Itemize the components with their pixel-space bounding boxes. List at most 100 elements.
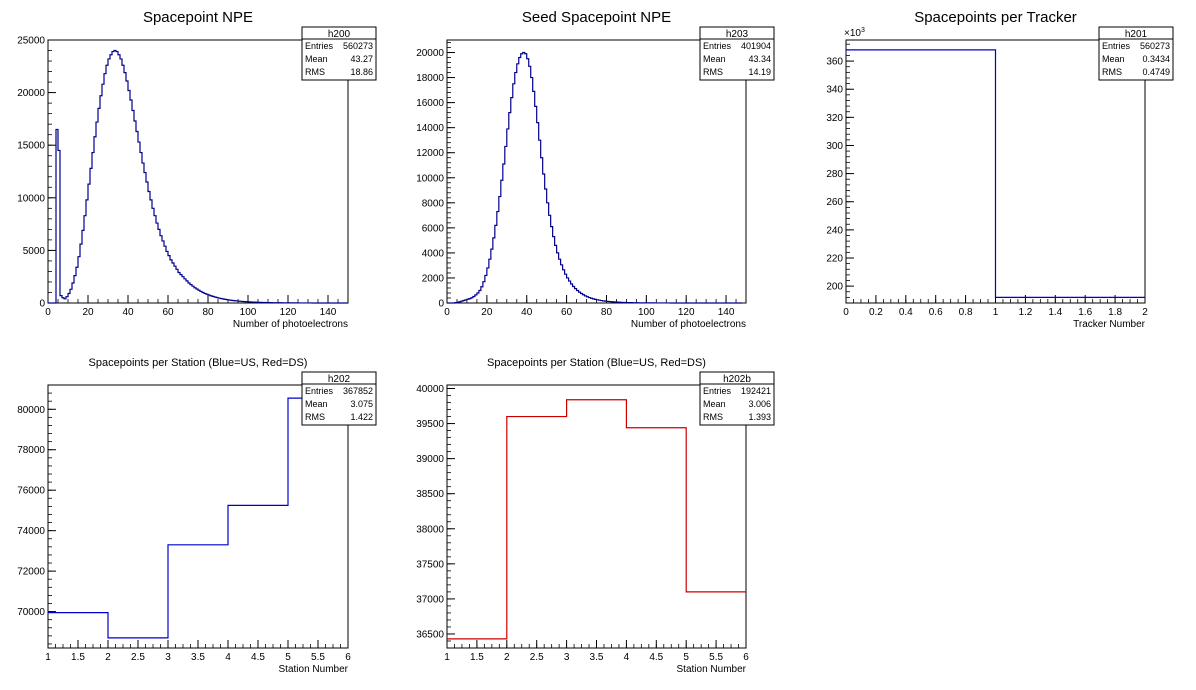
x-tick-label: 0 <box>843 307 849 318</box>
histogram-line <box>846 49 1145 298</box>
stats-label: Mean <box>305 399 328 409</box>
y-tick-label: 72000 <box>17 567 45 578</box>
stats-box-frame <box>699 371 775 426</box>
chart-h200: Spacepoint NPE 0 20 40 60 80 100 120 140 0 5000 100… <box>17 9 377 330</box>
stats-value: 1.393 <box>748 412 771 422</box>
stats-label: Mean <box>703 54 726 64</box>
stats-box-frame <box>1098 26 1174 81</box>
y-tick-label: 240 <box>826 225 843 236</box>
stats-label: RMS <box>305 412 325 422</box>
x-tick-label: 5.5 <box>709 652 723 663</box>
x-tick-label: 0.4 <box>899 307 913 318</box>
y-tick-label: 360 <box>826 57 843 68</box>
x-tick-label: 2 <box>1142 307 1148 318</box>
stats-label: RMS <box>305 67 325 77</box>
x-tick-label: 1 <box>444 652 450 663</box>
x-tick-label: 120 <box>678 307 695 318</box>
y-tick-label: 8000 <box>422 198 445 209</box>
x-tick-label: 60 <box>561 307 573 318</box>
stats-label: Entries <box>305 41 334 51</box>
stats-label: RMS <box>1102 67 1122 77</box>
x-tick-label: 20 <box>481 307 493 318</box>
stats-value: 43.34 <box>748 54 771 64</box>
stats-name: h202 <box>328 374 351 385</box>
x-axis-label: Number of photoelectrons <box>233 319 348 330</box>
stats-label: Entries <box>703 41 732 51</box>
plot-frame <box>47 39 349 304</box>
y-tick-label: 2000 <box>422 273 445 284</box>
x-tick-label: 4 <box>624 652 630 663</box>
stats-value: 0.4749 <box>1142 67 1170 77</box>
y-tick-label: 37000 <box>416 594 444 605</box>
y-tick-label: 200 <box>826 282 843 293</box>
stats-label: Mean <box>703 399 726 409</box>
y-tick-label: 20000 <box>17 88 45 99</box>
stats-label: Entries <box>1102 41 1131 51</box>
stats-value: 401904 <box>741 41 771 51</box>
x-tick-label: 0.8 <box>959 307 973 318</box>
stats-value: 43.27 <box>350 54 373 64</box>
x-tick-label: 100 <box>638 307 655 318</box>
chart-title: Spacepoints per Station (Blue=US, Red=DS… <box>89 357 308 369</box>
x-tick-label: 1.5 <box>71 652 85 663</box>
x-tick-label: 1 <box>45 652 51 663</box>
y-tick-label: 78000 <box>17 445 45 456</box>
y-tick-label: 76000 <box>17 486 45 497</box>
histogram-line <box>48 49 348 304</box>
y-tick-label: 320 <box>826 113 843 124</box>
x-tick-label: 80 <box>202 307 214 318</box>
stats-name: h200 <box>328 29 351 40</box>
chart-title: Spacepoint NPE <box>143 9 253 26</box>
y-tick-label: 10000 <box>17 193 45 204</box>
stats-box-frame <box>301 371 377 426</box>
x-tick-label: 4.5 <box>649 652 663 663</box>
y-tick-label: 74000 <box>17 526 45 537</box>
y-tick-label: 40000 <box>416 384 444 395</box>
x-tick-label: 4.5 <box>251 652 265 663</box>
x-tick-label: 40 <box>521 307 533 318</box>
y-tick-label: 16000 <box>416 98 444 109</box>
x-tick-label: 60 <box>162 307 174 318</box>
histogram-line <box>447 399 746 640</box>
stats-name: h202b <box>723 374 751 385</box>
x-tick-label: 100 <box>240 307 257 318</box>
x-tick-label: 120 <box>280 307 297 318</box>
stats-box-frame <box>699 26 775 81</box>
x-tick-label: 1.4 <box>1048 307 1062 318</box>
x-tick-label: 1.8 <box>1108 307 1122 318</box>
x-tick-label: 1.6 <box>1078 307 1092 318</box>
y-tick-label: 10000 <box>416 173 444 184</box>
chart-h201: Spacepoints per Tracker 0 0.2 0.4 0.6 0.8 1 1.2… <box>826 9 1174 330</box>
y-tick-label: 70000 <box>17 607 45 618</box>
x-tick-label: 1 <box>993 307 999 318</box>
stats-value: 0.3434 <box>1142 54 1170 64</box>
x-tick-label: 20 <box>82 307 94 318</box>
stats-value: 14.19 <box>748 67 771 77</box>
y-tick-label: 37500 <box>416 559 444 570</box>
x-tick-label: 5 <box>683 652 689 663</box>
y-tick-label: 25000 <box>17 36 45 47</box>
stats-label: RMS <box>703 67 723 77</box>
y-tick-label: 220 <box>826 253 843 264</box>
x-tick-label: 0 <box>444 307 450 318</box>
x-tick-label: 5.5 <box>311 652 325 663</box>
y-tick-label: 14000 <box>416 123 444 134</box>
stats-label: Mean <box>1102 54 1125 64</box>
plot-frame <box>446 39 747 304</box>
x-axis-label: Number of photoelectrons <box>631 319 746 330</box>
x-tick-label: 6 <box>345 652 351 663</box>
stats-label: Mean <box>305 54 328 64</box>
x-tick-label: 3 <box>165 652 171 663</box>
y-tick-label: 38000 <box>416 524 444 535</box>
y-tick-label: 300 <box>826 141 843 152</box>
histogram-line <box>48 397 348 639</box>
stats-box-frame <box>301 26 377 81</box>
x-tick-label: 1.5 <box>470 652 484 663</box>
stats-value: 192421 <box>741 386 771 396</box>
y-tick-label: 36500 <box>416 629 444 640</box>
stats-name: h201 <box>1125 29 1148 40</box>
